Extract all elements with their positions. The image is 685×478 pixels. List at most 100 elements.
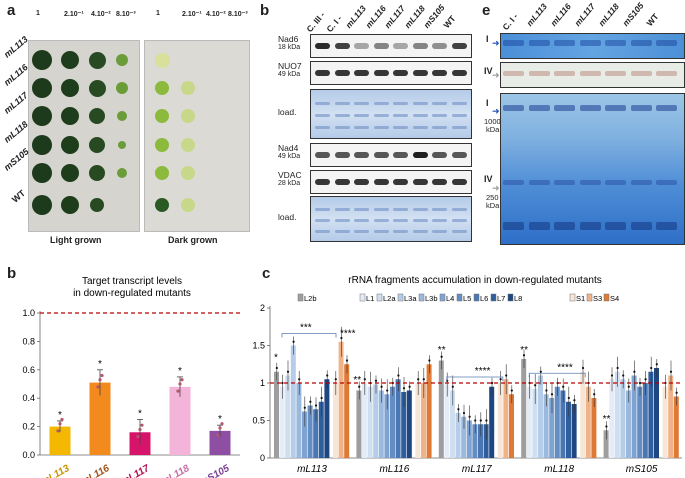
y-tick-label: 0.8: [22, 336, 35, 346]
loading-band: [393, 114, 408, 118]
bar: [395, 379, 401, 458]
data-point: [650, 366, 653, 370]
loading-control: [310, 196, 472, 242]
light-grown-spot: [116, 54, 128, 66]
arrow-IV-icon: ➜: [492, 70, 500, 80]
loading-band: [432, 219, 447, 223]
data-point: [180, 378, 184, 382]
bar: [543, 394, 549, 458]
protein-band: [412, 43, 428, 49]
protein-band: [393, 152, 408, 158]
data-point: [499, 378, 502, 381]
loading-band: [354, 102, 369, 106]
data-point: [363, 378, 366, 381]
data-point: [522, 354, 526, 357]
bar: [373, 384, 379, 458]
data-point: [644, 378, 647, 381]
blot-lane-label: C. III -: [304, 9, 327, 34]
transcript-level-chart: Target transcript levels in down-regulate…: [22, 276, 240, 478]
dark-grown-spot: [155, 198, 169, 212]
protein-band: [373, 70, 389, 76]
strain-label: WT: [10, 188, 28, 205]
bar: [455, 413, 461, 458]
blot-lane-label: mL113: [343, 3, 368, 31]
complex-IV-marker-1: IV: [484, 66, 493, 76]
data-point: [292, 340, 295, 343]
light-grown-spot: [61, 136, 79, 154]
bar: [483, 424, 489, 458]
data-point: [275, 366, 278, 370]
complex-I-marker-1: I: [486, 34, 489, 44]
blot-row-size: 28 kDa: [278, 180, 301, 187]
blot-strip: [310, 61, 472, 85]
dark-grown-spot: [181, 81, 195, 95]
loading-band: [315, 126, 330, 130]
bar: [426, 364, 432, 458]
dark-grown-spot: [181, 166, 195, 180]
bar: [324, 379, 330, 458]
complex-I-band: [579, 105, 601, 111]
protein-band: [315, 179, 330, 185]
bar: [532, 389, 538, 458]
bar: [521, 359, 527, 458]
bar: [603, 430, 609, 458]
light-grown-spot: [89, 165, 105, 181]
significance-label: ***: [300, 323, 312, 334]
significance-star: *: [218, 414, 222, 425]
data-point: [340, 336, 343, 340]
loading-band: [315, 208, 330, 212]
complex-I-marker-2: I: [486, 98, 489, 108]
light-grown-spot: [32, 195, 52, 215]
complex-I-band: [656, 40, 677, 46]
bn-page-lane-label: C. I -: [500, 11, 520, 33]
complex-IV-band: [554, 180, 575, 185]
complex-I-band: [630, 40, 652, 46]
dilution-label: 1: [36, 10, 40, 17]
loading-band: [334, 208, 350, 212]
size-250-unit: kDa: [486, 201, 500, 210]
significance-label: ****: [475, 366, 491, 377]
loading-band: [412, 230, 428, 234]
dark-grown-spot: [154, 52, 170, 68]
data-point: [633, 370, 636, 373]
category-label: mL116: [79, 463, 112, 478]
bar: [526, 386, 532, 458]
category-label: mL113: [297, 464, 327, 475]
category-label: mL117: [462, 464, 492, 475]
dark-grown-spot: [181, 198, 195, 212]
dilution-label: 2.10⁻¹: [182, 11, 202, 18]
light-grown-spot: [32, 78, 52, 98]
bn-gel-strip-1: [500, 33, 685, 59]
bar: [609, 379, 615, 458]
data-point: [140, 423, 144, 427]
dark-caption: Dark grown: [168, 235, 218, 245]
protein-band: [315, 152, 330, 158]
y-tick-label: 2: [260, 303, 265, 313]
bar: [538, 375, 543, 458]
loading-band: [412, 208, 428, 212]
data-point: [567, 396, 570, 400]
data-point: [320, 396, 323, 400]
legend-swatch: [297, 293, 304, 302]
complex-IV-band: [528, 71, 550, 76]
y-tick-label: 1.5: [252, 341, 265, 351]
data-point: [303, 406, 306, 409]
category-label: mL117: [119, 463, 152, 478]
data-point: [281, 381, 284, 385]
legend-swatch: [586, 293, 593, 302]
complex-IV-band: [605, 71, 626, 76]
category-label: mL113: [39, 463, 72, 478]
light-grown-spot: [117, 111, 127, 121]
complex-I-band: [503, 105, 524, 111]
bar: [560, 390, 566, 458]
complex-IV-band: [579, 180, 601, 185]
data-point: [485, 419, 488, 422]
complex-IV-band: [503, 71, 524, 76]
data-point: [58, 422, 62, 426]
bar: [313, 409, 319, 458]
data-point: [462, 411, 466, 415]
data-point: [98, 378, 102, 382]
chart-title-line: in down-regulated mutants: [73, 288, 191, 299]
y-tick-label: 0.2: [22, 422, 35, 432]
data-point: [457, 408, 460, 411]
